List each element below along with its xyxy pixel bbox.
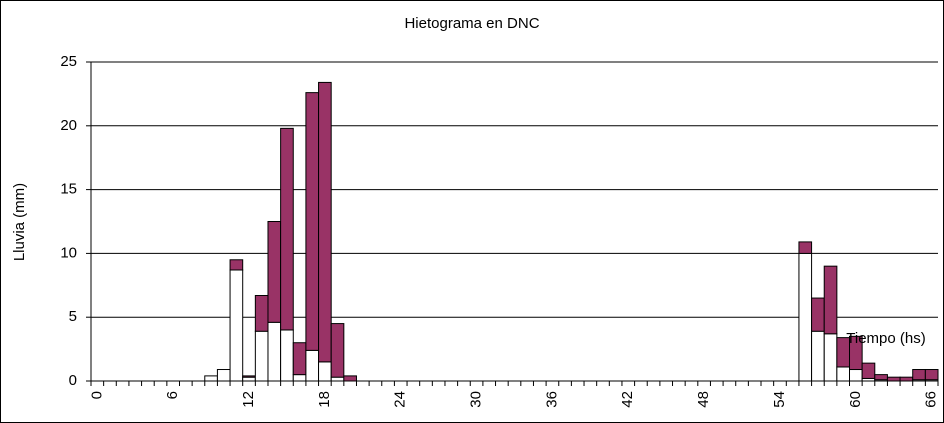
bar	[242, 376, 256, 382]
bar	[229, 259, 244, 271]
bar	[292, 342, 307, 376]
y-tick-label: 5	[69, 308, 77, 325]
bar	[254, 330, 269, 382]
x-tick-label: 12	[240, 391, 257, 408]
y-tick-label: 10	[60, 244, 77, 261]
x-tick-label: 36	[543, 391, 560, 408]
y-tick-label: 15	[60, 181, 77, 198]
bar	[280, 127, 294, 331]
bar	[912, 369, 926, 381]
bar	[849, 335, 863, 371]
x-tick-label: 48	[695, 391, 712, 408]
bar	[330, 376, 345, 382]
bar	[924, 369, 939, 381]
annotation: Tiempo (hs)	[846, 330, 925, 347]
bar	[204, 375, 218, 382]
y-tick-label: 0	[69, 372, 77, 389]
bar	[280, 329, 294, 382]
x-tick-label: 30	[468, 391, 485, 408]
y-tick-label: 20	[60, 117, 77, 134]
bar	[823, 333, 838, 382]
x-tick-label: 18	[316, 391, 333, 408]
bar	[305, 349, 320, 382]
bar	[836, 366, 851, 382]
bar	[330, 323, 345, 378]
bar	[292, 374, 307, 382]
bar	[811, 330, 825, 382]
x-tick-label: 42	[619, 391, 636, 408]
bar	[849, 369, 863, 382]
bar	[267, 321, 282, 382]
bar	[874, 374, 888, 381]
bar	[305, 92, 320, 351]
bar	[811, 297, 825, 332]
bar	[242, 375, 256, 378]
bar	[229, 269, 244, 382]
x-tick-label: 6	[164, 391, 181, 399]
bar	[798, 252, 813, 382]
bar	[267, 221, 282, 323]
x-tick-label: 24	[392, 391, 409, 408]
x-tick-label: 54	[771, 391, 788, 408]
bar	[861, 362, 876, 379]
bar	[216, 369, 231, 382]
bar	[798, 241, 813, 254]
bar	[823, 265, 838, 335]
bar	[318, 81, 332, 363]
y-axis-label: Lluvia (mm)	[11, 183, 28, 261]
bar	[343, 375, 357, 382]
x-tick-label: 60	[847, 391, 864, 408]
x-tick-label: 66	[923, 391, 940, 408]
chart-title: Hietograma en DNC	[404, 15, 539, 32]
bar	[254, 295, 269, 332]
x-tick-label: 0	[88, 391, 105, 399]
bar	[899, 376, 914, 382]
y-tick-label: 25	[60, 53, 77, 70]
bar	[318, 361, 332, 382]
bar	[886, 376, 901, 382]
